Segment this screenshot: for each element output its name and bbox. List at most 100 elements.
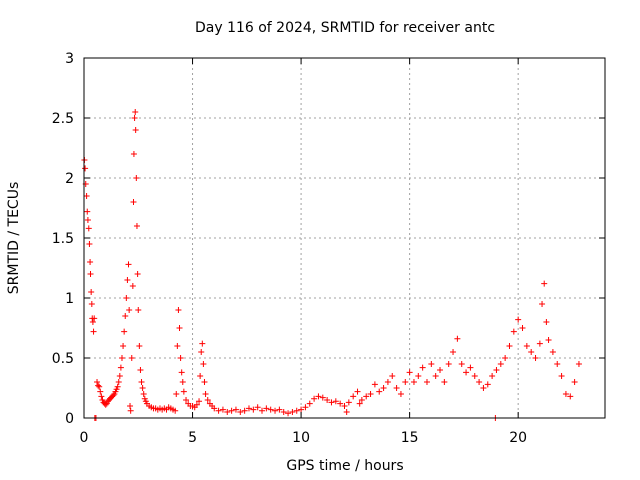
data-point xyxy=(130,199,137,205)
data-point xyxy=(354,388,361,395)
y-tick-label: 2 xyxy=(65,171,74,187)
data-point xyxy=(118,355,125,361)
data-point xyxy=(493,367,500,373)
y-tick-label: 1.5 xyxy=(52,231,74,247)
data-point xyxy=(116,373,123,379)
data-point xyxy=(410,379,417,385)
data-point xyxy=(489,373,496,379)
data-point xyxy=(97,388,104,395)
data-point xyxy=(389,373,396,379)
data-point xyxy=(84,217,91,223)
data-point xyxy=(497,361,504,367)
data-point xyxy=(179,379,186,385)
data-point xyxy=(94,379,101,385)
data-point xyxy=(88,301,95,307)
y-tick-label: 1 xyxy=(65,291,74,307)
data-point xyxy=(135,307,142,313)
grid-lines xyxy=(84,58,605,418)
data-point xyxy=(211,405,218,412)
data-point xyxy=(554,361,561,367)
data-point xyxy=(129,283,136,289)
data-point xyxy=(380,385,387,391)
data-point xyxy=(241,407,248,414)
data-point xyxy=(120,343,127,349)
data-point xyxy=(356,400,363,407)
data-point xyxy=(245,405,252,412)
data-point xyxy=(127,403,134,409)
data-point xyxy=(178,369,185,376)
data-point xyxy=(130,151,137,157)
data-point xyxy=(454,335,461,342)
data-point xyxy=(502,355,509,361)
data-point xyxy=(134,271,141,277)
data-point xyxy=(484,381,491,388)
data-point xyxy=(437,367,444,373)
data-point xyxy=(88,289,95,295)
data-point xyxy=(131,115,138,121)
data-point xyxy=(406,369,413,376)
data-point xyxy=(83,193,90,199)
data-point xyxy=(543,319,550,325)
data-point xyxy=(458,361,465,367)
data-point xyxy=(102,401,109,408)
data-point xyxy=(315,393,322,400)
data-point xyxy=(175,307,182,313)
data-point xyxy=(298,406,305,413)
x-tick-label: 15 xyxy=(401,430,419,446)
y-tick-label: 2.5 xyxy=(52,111,74,127)
data-point xyxy=(126,307,133,313)
data-point xyxy=(224,409,231,415)
data-point xyxy=(174,343,181,349)
data-point xyxy=(306,400,313,407)
data-point xyxy=(384,379,391,385)
chart-title: Day 116 of 2024, SRMTID for receiver ant… xyxy=(195,20,495,36)
y-axis-label: SRMTID / TECUs xyxy=(6,182,22,295)
data-point xyxy=(328,399,335,406)
data-point xyxy=(519,325,526,331)
data-point xyxy=(183,397,190,403)
data-point xyxy=(419,364,426,371)
data-point xyxy=(476,379,483,385)
x-axis-label: GPS time / hours xyxy=(286,458,403,474)
data-point xyxy=(467,364,474,371)
data-point xyxy=(324,397,331,403)
data-point xyxy=(532,355,539,361)
y-tick-label: 3 xyxy=(65,51,74,67)
x-tick-label: 10 xyxy=(292,430,310,446)
data-point xyxy=(311,395,318,402)
axis-ticks: 0 5 10 15 20 0 0.5 1 1.5 2 2.5 3 xyxy=(52,51,605,446)
data-point xyxy=(272,407,279,414)
data-point xyxy=(259,407,266,414)
data-point xyxy=(228,407,235,414)
data-point xyxy=(263,405,270,412)
data-point xyxy=(562,391,569,397)
data-point xyxy=(254,404,261,411)
data-point xyxy=(567,393,574,400)
data-point xyxy=(133,175,140,181)
data-point xyxy=(114,383,121,390)
data-point xyxy=(523,343,530,349)
data-point xyxy=(219,406,226,413)
data-point xyxy=(132,127,139,133)
data-point xyxy=(319,394,326,401)
data-point xyxy=(122,313,129,319)
data-point xyxy=(571,379,578,385)
data-point xyxy=(510,328,517,335)
data-point xyxy=(441,379,448,385)
data-point xyxy=(337,400,344,407)
data-point xyxy=(397,391,404,397)
data-point xyxy=(350,393,357,400)
data-point xyxy=(136,343,143,349)
data-point xyxy=(84,208,91,215)
data-point xyxy=(96,383,103,390)
x-tick-label: 5 xyxy=(188,430,197,446)
data-point xyxy=(196,398,203,405)
data-point xyxy=(575,361,582,367)
data-point xyxy=(198,349,205,355)
data-point xyxy=(133,223,140,229)
data-point xyxy=(200,361,207,367)
data-point xyxy=(193,401,200,408)
data-point xyxy=(128,355,135,361)
data-point xyxy=(125,261,132,268)
